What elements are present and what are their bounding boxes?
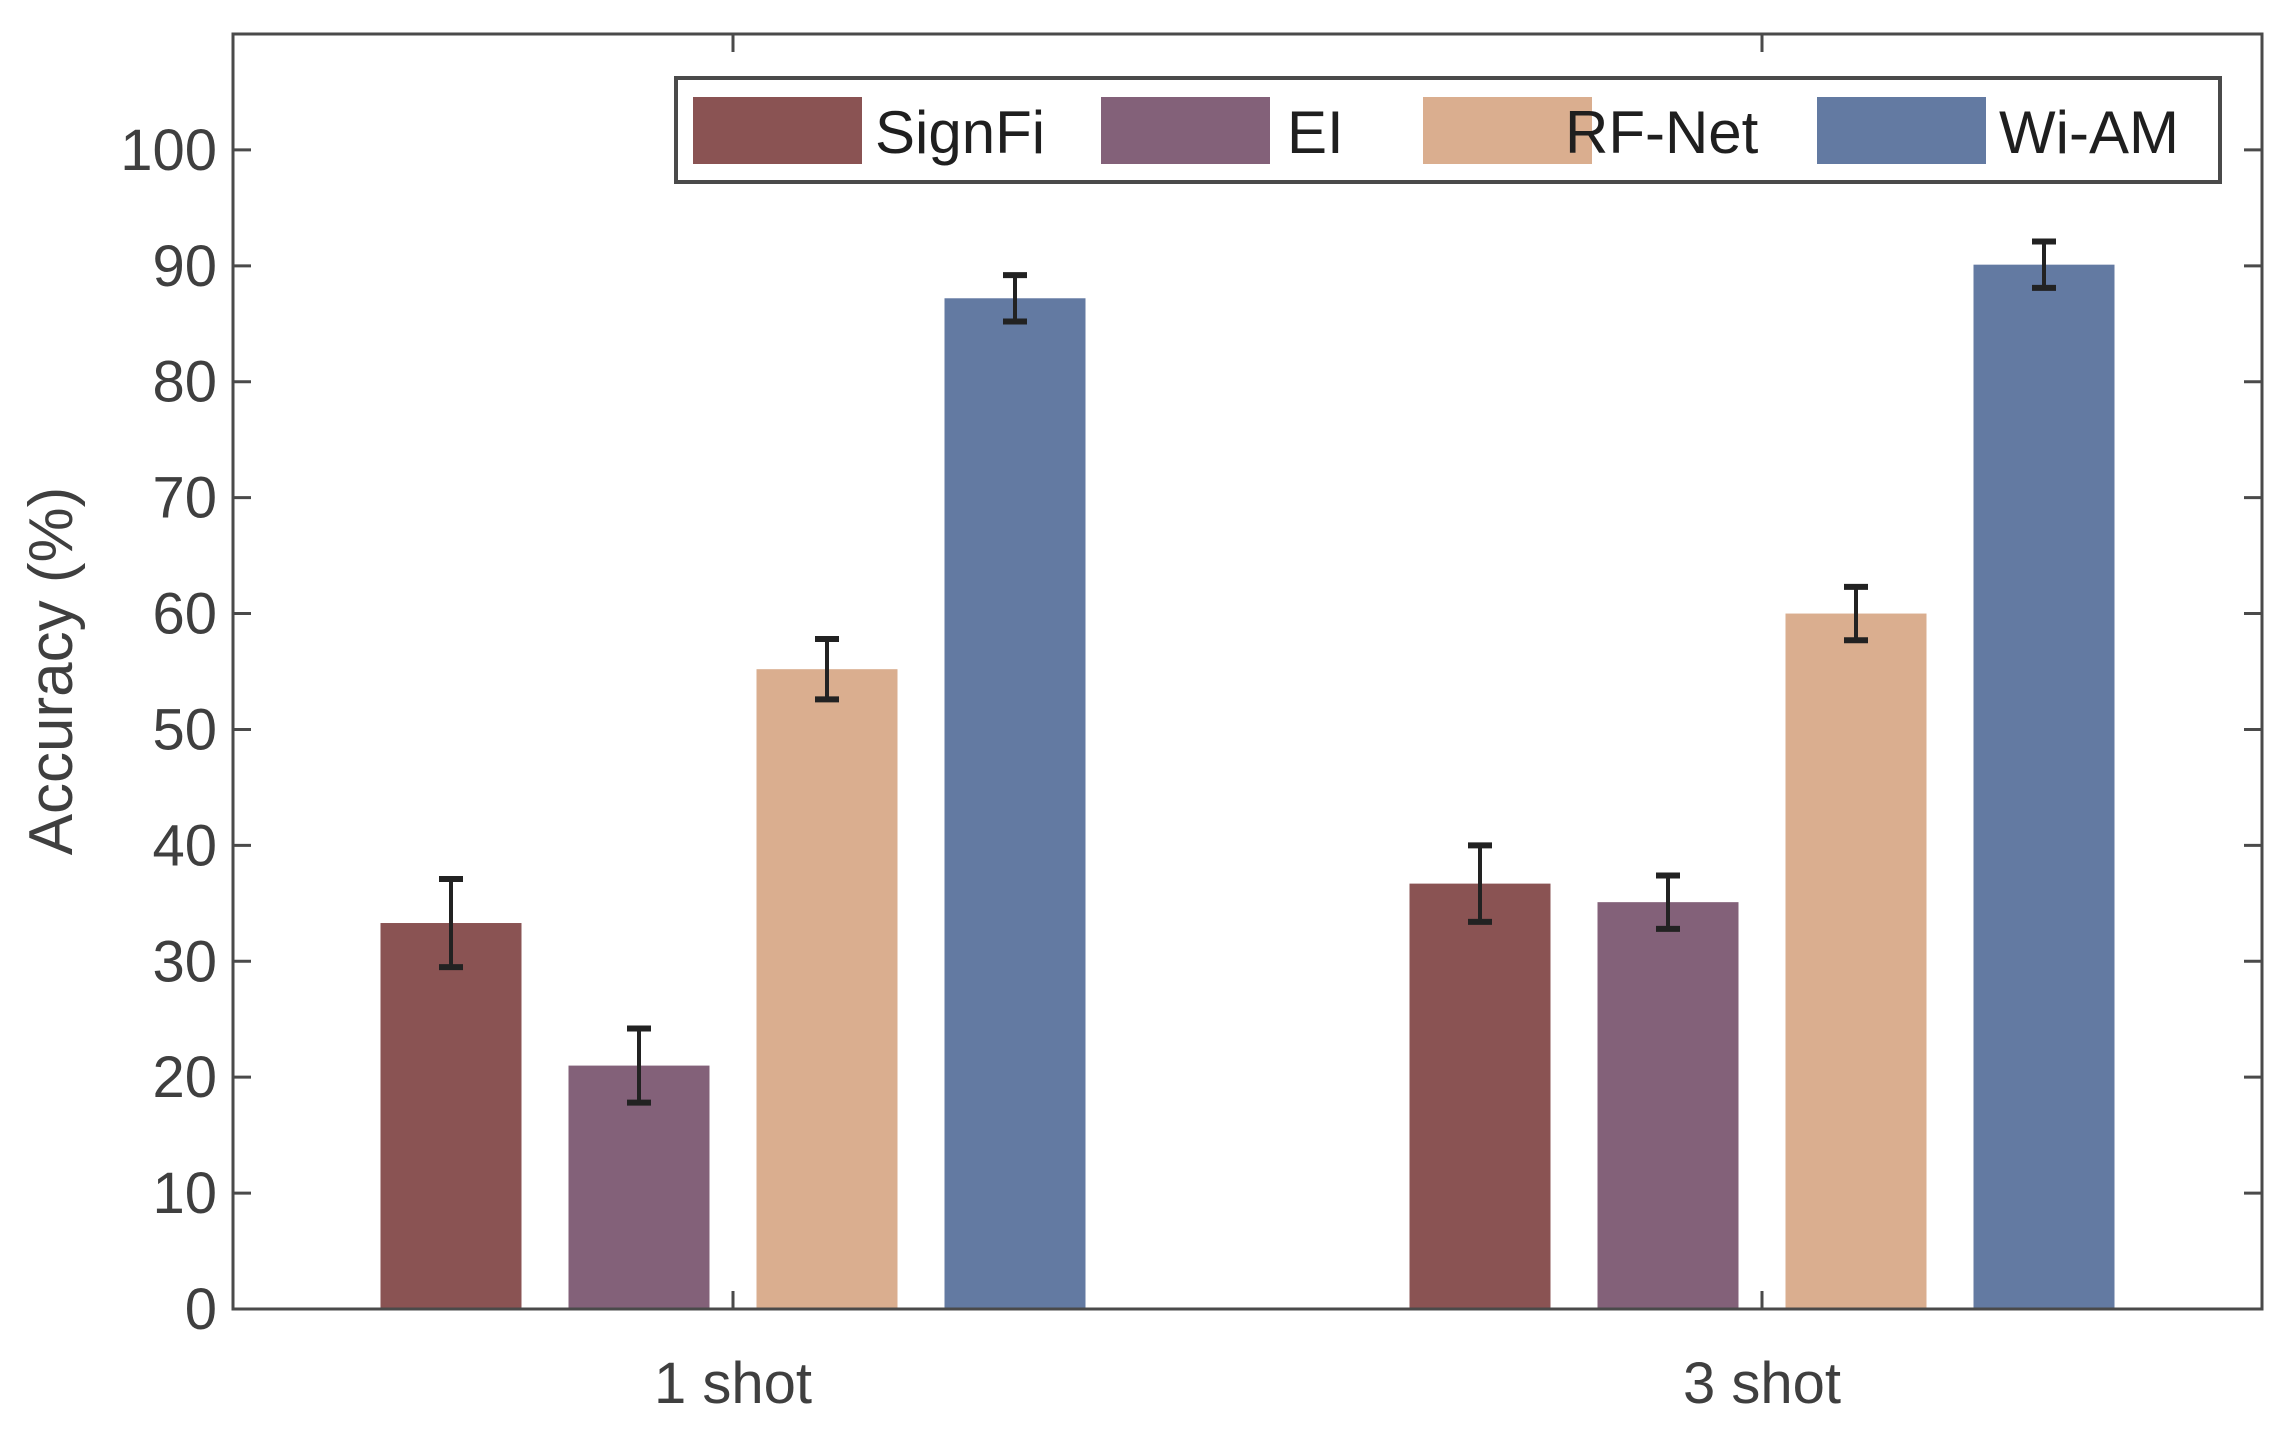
legend-label: Wi-AM: [1999, 99, 2179, 166]
plot-area-frame: [231, 32, 2264, 1311]
y-tick-label: 70: [152, 466, 217, 531]
x-axis: 1 shot 3 shot: [654, 34, 1841, 1416]
y-tick-label: 80: [152, 350, 217, 415]
bar-ei-1: [1597, 902, 1739, 1309]
y-tick-label: 0: [185, 1277, 217, 1342]
y-axis: 0 10 20 30 40 50 60 70 80 90 100: [120, 118, 2262, 1342]
legend-swatch-ei: [1101, 97, 1270, 164]
legend: SignFi EI RF-Net Wi-AM: [674, 76, 2222, 184]
legend-label: RF-Net: [1565, 99, 1759, 166]
y-tick-label: 50: [152, 697, 217, 762]
legend-label: EI: [1287, 99, 1344, 166]
error-bar: [627, 1025, 651, 1106]
y-tick-label: 100: [120, 118, 217, 183]
error-bar: [439, 875, 463, 971]
y-tick-label: 40: [152, 813, 217, 878]
x-tick-label: 3 shot: [1683, 1351, 1841, 1416]
y-axis-label: Accuracy (%): [17, 487, 86, 856]
legend-label: SignFi: [875, 99, 1045, 166]
error-bar: [1003, 272, 1027, 325]
bar-rf-net-0: [756, 669, 898, 1309]
error-bar: [1656, 872, 1680, 932]
bars-layer: [380, 238, 2115, 1310]
error-bar: [1844, 583, 1868, 644]
bar-wi-am-1: [1973, 264, 2115, 1310]
y-tick-label: 60: [152, 582, 217, 647]
x-tick-label: 1 shot: [654, 1351, 812, 1416]
bar-wi-am-0: [944, 298, 1086, 1310]
bar-signfi-1: [1409, 883, 1551, 1309]
legend-swatch-signfi: [693, 97, 862, 164]
legend-swatch-rf-net: [1423, 97, 1592, 164]
y-tick-label: 10: [152, 1161, 217, 1226]
y-tick-label: 90: [152, 234, 217, 299]
bar-rf-net-1: [1785, 613, 1927, 1309]
y-tick-label: 20: [152, 1045, 217, 1110]
bar-ei-0: [568, 1065, 710, 1309]
legend-swatch-wi-am: [1817, 97, 1986, 164]
error-bar: [1468, 842, 1492, 925]
error-bar: [2032, 238, 2056, 291]
y-tick-label: 30: [152, 929, 217, 994]
bar-signfi-0: [380, 923, 522, 1309]
error-bar: [815, 636, 839, 703]
